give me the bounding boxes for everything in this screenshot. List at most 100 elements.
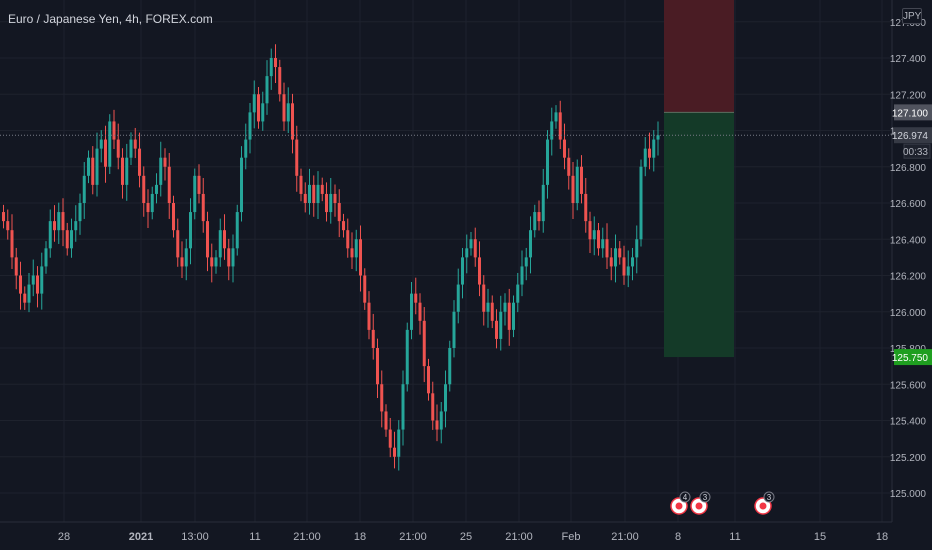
candle-body[interactable] xyxy=(308,184,311,203)
candle-body[interactable] xyxy=(431,393,435,421)
candle-body[interactable] xyxy=(469,239,473,249)
candle-body[interactable] xyxy=(580,166,583,194)
candle-body[interactable] xyxy=(643,148,647,167)
candle-body[interactable] xyxy=(512,302,515,330)
candle-body[interactable] xyxy=(265,76,269,104)
candle-body[interactable] xyxy=(2,212,5,222)
candle-body[interactable] xyxy=(550,121,554,140)
candle-body[interactable] xyxy=(609,257,613,267)
candle-body[interactable] xyxy=(27,284,31,303)
candle-body[interactable] xyxy=(456,284,460,312)
candle-body[interactable] xyxy=(235,212,239,249)
currency-button[interactable]: JPY xyxy=(902,8,922,24)
candle-body[interactable] xyxy=(218,230,222,258)
time-axis[interactable]: 28 2021 13:00 11 21:00 18 21:00 25 21:00 Feb 21:00… xyxy=(58,531,888,543)
candle-body[interactable] xyxy=(282,94,286,122)
candle-body[interactable] xyxy=(74,221,78,231)
candle-body[interactable] xyxy=(380,384,384,412)
candle-body[interactable] xyxy=(320,184,324,194)
candle-body[interactable] xyxy=(563,139,566,158)
candle-body[interactable] xyxy=(240,157,243,213)
candle-body[interactable] xyxy=(461,257,464,285)
candle-body[interactable] xyxy=(601,239,605,249)
candle-body[interactable] xyxy=(571,175,575,203)
candle-body[interactable] xyxy=(150,193,154,213)
candle-body[interactable] xyxy=(558,112,562,140)
candle-body[interactable] xyxy=(261,103,265,122)
stop-loss-zone[interactable] xyxy=(664,0,734,113)
candle-body[interactable] xyxy=(48,221,52,249)
candle-body[interactable] xyxy=(520,266,524,285)
candle-body[interactable] xyxy=(295,139,299,176)
candle-body[interactable] xyxy=(278,67,282,95)
candle-body[interactable] xyxy=(312,184,316,203)
candle-body[interactable] xyxy=(214,257,218,267)
candle-body[interactable] xyxy=(146,203,150,213)
candle-body[interactable] xyxy=(393,447,396,457)
candle-body[interactable] xyxy=(648,148,651,158)
candle-body[interactable] xyxy=(10,230,14,258)
candle-body[interactable] xyxy=(184,248,188,267)
candle-body[interactable] xyxy=(257,94,260,122)
candle-body[interactable] xyxy=(176,230,180,258)
candle-body[interactable] xyxy=(61,212,65,231)
candle-body[interactable] xyxy=(448,348,452,385)
candle-body[interactable] xyxy=(507,302,511,330)
event-markers[interactable]: 4 3 3 xyxy=(670,491,775,515)
candle-body[interactable] xyxy=(482,284,486,312)
candle-body[interactable] xyxy=(36,275,39,294)
candle-body[interactable] xyxy=(486,302,490,312)
candle-body[interactable] xyxy=(193,175,197,213)
candle-body[interactable] xyxy=(618,248,622,258)
candle-body[interactable] xyxy=(652,139,656,158)
candle-body[interactable] xyxy=(95,148,99,185)
candle-body[interactable] xyxy=(325,193,328,213)
candle-body[interactable] xyxy=(495,320,498,339)
candle-body[interactable] xyxy=(6,221,10,231)
candle-body[interactable] xyxy=(427,366,430,394)
candle-body[interactable] xyxy=(622,257,626,276)
candle-body[interactable] xyxy=(91,157,95,185)
candle-body[interactable] xyxy=(541,184,545,222)
candle-body[interactable] xyxy=(592,230,596,240)
candle-body[interactable] xyxy=(656,135,660,140)
candle-body[interactable] xyxy=(363,275,367,303)
candle-body[interactable] xyxy=(70,230,73,249)
candle-body[interactable] xyxy=(490,302,494,321)
candle-body[interactable] xyxy=(269,58,273,77)
candle-body[interactable] xyxy=(197,175,201,194)
candle-body[interactable] xyxy=(121,157,124,185)
candle-body[interactable] xyxy=(529,230,532,258)
candle-body[interactable] xyxy=(244,139,248,158)
candles[interactable] xyxy=(2,44,660,471)
candle-body[interactable] xyxy=(639,166,643,240)
take-profit-zone[interactable] xyxy=(664,112,734,358)
candle-body[interactable] xyxy=(274,58,277,68)
candle-body[interactable] xyxy=(133,139,137,149)
candle-body[interactable] xyxy=(371,329,375,348)
candle-body[interactable] xyxy=(605,239,609,258)
candle-body[interactable] xyxy=(44,248,48,267)
candle-body[interactable] xyxy=(533,212,537,231)
candle-body[interactable] xyxy=(87,157,90,176)
candle-body[interactable] xyxy=(626,266,630,276)
candle-body[interactable] xyxy=(405,329,409,385)
candle-body[interactable] xyxy=(248,112,252,140)
candle-body[interactable] xyxy=(116,139,120,158)
candle-body[interactable] xyxy=(286,103,290,122)
candle-body[interactable] xyxy=(503,302,507,312)
candle-body[interactable] xyxy=(19,275,22,294)
candle-body[interactable] xyxy=(575,166,579,203)
candle-body[interactable] xyxy=(410,293,413,330)
candle-body[interactable] xyxy=(499,311,503,339)
candle-body[interactable] xyxy=(163,157,167,167)
candle-body[interactable] xyxy=(57,212,61,231)
candle-body[interactable] xyxy=(129,139,133,158)
candle-body[interactable] xyxy=(125,157,129,185)
candle-body[interactable] xyxy=(359,239,362,276)
candle-body[interactable] xyxy=(329,193,333,213)
candle-body[interactable] xyxy=(465,248,469,258)
candle-body[interactable] xyxy=(172,203,175,231)
candle-body[interactable] xyxy=(167,166,171,203)
candle-body[interactable] xyxy=(138,148,141,176)
